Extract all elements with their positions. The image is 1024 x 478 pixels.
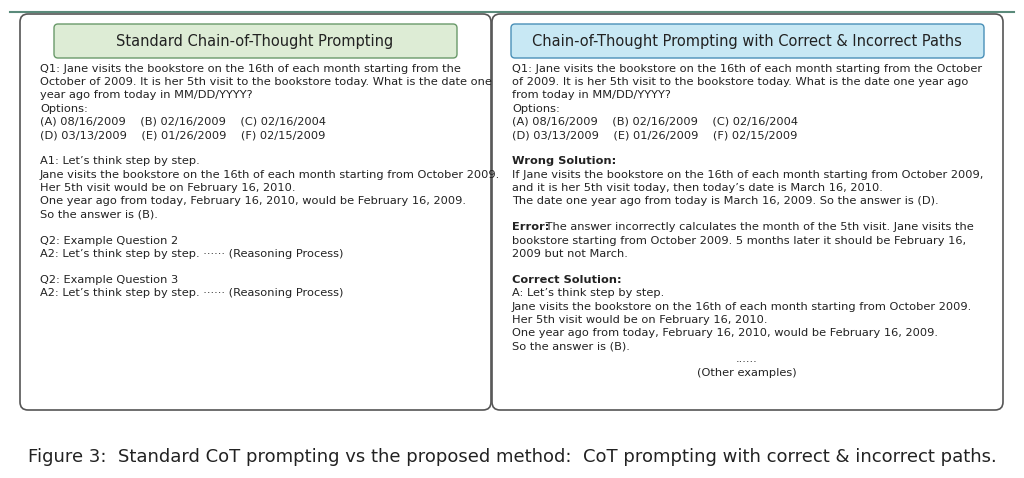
- Text: (D) 03/13/2009    (E) 01/26/2009    (F) 02/15/2009: (D) 03/13/2009 (E) 01/26/2009 (F) 02/15/…: [512, 130, 798, 140]
- Text: Her 5th visit would be on February 16, 2010.: Her 5th visit would be on February 16, 2…: [40, 183, 296, 193]
- Text: A2: Let’s think step by step. ······ (Reasoning Process): A2: Let’s think step by step. ······ (Re…: [40, 288, 343, 298]
- Text: bookstore starting from October 2009. 5 months later it should be February 16,: bookstore starting from October 2009. 5 …: [512, 236, 966, 246]
- Text: year ago from today in MM/DD/YYYY?: year ago from today in MM/DD/YYYY?: [40, 90, 253, 100]
- Text: Error:: Error:: [512, 222, 549, 232]
- Text: of 2009. It is her 5th visit to the bookstore today. What is the date one year a: of 2009. It is her 5th visit to the book…: [512, 77, 969, 87]
- Text: Correct Solution:: Correct Solution:: [512, 275, 622, 285]
- Text: A2: Let’s think step by step. ······ (Reasoning Process): A2: Let’s think step by step. ······ (Re…: [40, 249, 343, 259]
- Text: Q2: Example Question 2: Q2: Example Question 2: [40, 236, 178, 246]
- Text: (A) 08/16/2009    (B) 02/16/2009    (C) 02/16/2004: (A) 08/16/2009 (B) 02/16/2009 (C) 02/16/…: [40, 117, 326, 127]
- Text: (Other examples): (Other examples): [697, 368, 797, 378]
- Text: Chain-of-Thought Prompting with Correct & Incorrect Paths: Chain-of-Thought Prompting with Correct …: [532, 33, 962, 48]
- Text: 2009 but not March.: 2009 but not March.: [512, 249, 628, 259]
- Text: One year ago from today, February 16, 2010, would be February 16, 2009.: One year ago from today, February 16, 20…: [40, 196, 466, 206]
- Text: Options:: Options:: [512, 104, 560, 114]
- Text: Options:: Options:: [40, 104, 88, 114]
- FancyBboxPatch shape: [511, 24, 984, 58]
- Text: Figure 3:  Standard CoT prompting vs the proposed method:  CoT prompting with co: Figure 3: Standard CoT prompting vs the …: [28, 448, 996, 466]
- Text: Q2: Example Question 3: Q2: Example Question 3: [40, 275, 178, 285]
- Text: Her 5th visit would be on February 16, 2010.: Her 5th visit would be on February 16, 2…: [512, 315, 768, 325]
- Text: Q1: Jane visits the bookstore on the 16th of each month starting from the Octobe: Q1: Jane visits the bookstore on the 16t…: [512, 64, 982, 74]
- FancyBboxPatch shape: [20, 14, 490, 410]
- FancyBboxPatch shape: [492, 14, 1002, 410]
- Text: from today in MM/DD/YYYY?: from today in MM/DD/YYYY?: [512, 90, 671, 100]
- Text: A: Let’s think step by step.: A: Let’s think step by step.: [512, 288, 665, 298]
- Text: The answer incorrectly calculates the month of the 5th visit. Jane visits the: The answer incorrectly calculates the mo…: [542, 222, 974, 232]
- Text: Standard Chain-of-Thought Prompting: Standard Chain-of-Thought Prompting: [117, 33, 393, 48]
- Text: One year ago from today, February 16, 2010, would be February 16, 2009.: One year ago from today, February 16, 20…: [512, 328, 938, 338]
- FancyBboxPatch shape: [54, 24, 457, 58]
- Text: Q1: Jane visits the bookstore on the 16th of each month starting from the: Q1: Jane visits the bookstore on the 16t…: [40, 64, 461, 74]
- Text: October of 2009. It is her 5th visit to the bookstore today. What is the date on: October of 2009. It is her 5th visit to …: [40, 77, 492, 87]
- Text: So the answer is (B).: So the answer is (B).: [40, 209, 158, 219]
- Text: Jane visits the bookstore on the 16th of each month starting from October 2009.: Jane visits the bookstore on the 16th of…: [40, 170, 501, 180]
- Text: (D) 03/13/2009    (E) 01/26/2009    (F) 02/15/2009: (D) 03/13/2009 (E) 01/26/2009 (F) 02/15/…: [40, 130, 326, 140]
- Text: (A) 08/16/2009    (B) 02/16/2009    (C) 02/16/2004: (A) 08/16/2009 (B) 02/16/2009 (C) 02/16/…: [512, 117, 798, 127]
- Text: and it is her 5th visit today, then today’s date is March 16, 2010.: and it is her 5th visit today, then toda…: [512, 183, 883, 193]
- Text: So the answer is (B).: So the answer is (B).: [512, 341, 630, 351]
- Text: Jane visits the bookstore on the 16th of each month starting from October 2009.: Jane visits the bookstore on the 16th of…: [512, 302, 972, 312]
- Text: ......: ......: [736, 354, 758, 364]
- Text: Wrong Solution:: Wrong Solution:: [512, 156, 616, 166]
- Text: If Jane visits the bookstore on the 16th of each month starting from October 200: If Jane visits the bookstore on the 16th…: [512, 170, 983, 180]
- Text: The date one year ago from today is March 16, 2009. So the answer is (D).: The date one year ago from today is Marc…: [512, 196, 939, 206]
- Text: A1: Let’s think step by step.: A1: Let’s think step by step.: [40, 156, 200, 166]
